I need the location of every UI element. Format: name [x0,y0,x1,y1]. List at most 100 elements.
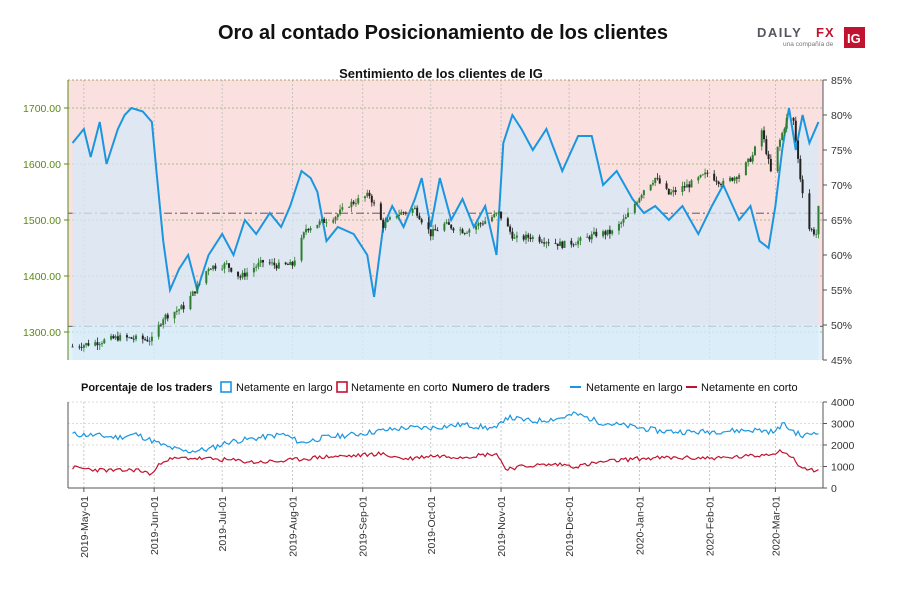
page-title: Oro al contado Posicionamiento de los cl… [217,22,669,44]
x-axis-label: 2019-Dec-01 [564,496,576,557]
svg-text:una compañía de: una compañía de [783,41,834,48]
candle-body [593,231,596,235]
candle-body [493,213,496,218]
candle-body [350,201,353,208]
candle-body [794,120,797,141]
candle-body [289,261,292,265]
candle-body [173,311,176,319]
candle-body [302,232,305,238]
candle-body [656,177,659,179]
candle-body [354,203,357,205]
candle-body [572,244,575,246]
candle-body [531,236,534,240]
candle-body [570,240,573,245]
candle-body [529,237,532,240]
candle-body [271,262,274,264]
candle-body [94,342,97,346]
candle-body [685,184,688,188]
x-axis-label: 2019-Nov-01 [496,496,508,557]
candle-body [547,242,550,244]
candle-body [744,162,747,176]
x-axis-label: 2019-Aug-01 [287,496,299,557]
candle-body [293,260,296,266]
candle-body [463,233,466,235]
candle-body [225,263,228,265]
candle-body [334,217,337,221]
candle-body [556,243,559,246]
candle-body [799,158,802,180]
legend-label-long-count: Netamente en largo [586,382,683,394]
legend-swatch-long-pct [220,381,232,393]
candle-body [778,139,781,147]
candle-body [434,229,437,231]
candle-body [719,184,722,185]
candle-body [286,264,289,265]
candle-body [87,343,90,346]
candle-body [765,139,768,155]
candle-body [339,209,342,215]
right-axis-label: 45% [831,355,852,367]
candle-body [125,335,128,338]
candle-body [670,192,673,195]
candle-body [636,202,639,204]
left-axis-label: 1400.00 [23,271,61,283]
candle-body [595,231,598,237]
candle-body [207,268,210,272]
x-axis-label: 2019-Jul-01 [217,496,229,552]
candle-body [364,196,367,199]
candle-body [388,217,391,220]
candle-body [316,224,319,229]
x-axis-label: 2019-Oct-01 [426,496,438,555]
candle-body [558,241,561,246]
candle-body [416,207,419,216]
candle-body [373,202,376,204]
candle-body [461,229,464,234]
candle-body [672,190,675,193]
candle-body [370,195,373,203]
candle-body [325,222,328,224]
candle-body [413,207,416,210]
candle-body [704,172,707,175]
candle-body [731,177,734,181]
candle-body [103,339,106,344]
bottom-right-axis-label: 4000 [831,397,855,409]
candle-body [751,155,754,162]
candle-body [150,336,153,342]
candle-body [579,237,582,241]
candle-body [255,266,258,268]
candle-body [783,128,786,133]
candle-body [658,178,661,184]
candle-body [511,231,514,239]
candle-body [71,346,74,348]
candle-body [162,319,165,326]
candle-body [763,130,766,140]
legend-group-percent: Porcentaje de los traders [81,382,212,394]
candle-body [348,207,351,208]
right-axis-label: 75% [831,145,852,157]
candle-body [735,177,738,179]
candle-body [738,175,741,179]
candle-body [683,186,686,188]
candle-body [366,192,369,197]
candle-body [808,193,811,230]
candle-body [651,182,654,185]
x-axis-label: 2019-Sep-01 [358,496,370,557]
candle-body [495,213,498,214]
candle-body [475,225,478,230]
candle-body [577,240,580,245]
candle-body [382,219,385,229]
candle-body [445,222,448,224]
candle-body [538,236,541,242]
candle-body [230,267,233,272]
candle-body [237,271,240,277]
candle-body [180,305,183,310]
left-axis-label: 1600.00 [23,159,61,171]
candle-body [633,203,636,213]
candle-body [815,234,818,236]
candle-body [357,198,360,204]
candle-body [753,146,756,156]
dailyfx-logo: DAILY FX una compañía de IG [756,24,868,50]
candle-body [436,230,439,232]
candle-body [622,218,625,223]
candle-body [252,267,255,273]
